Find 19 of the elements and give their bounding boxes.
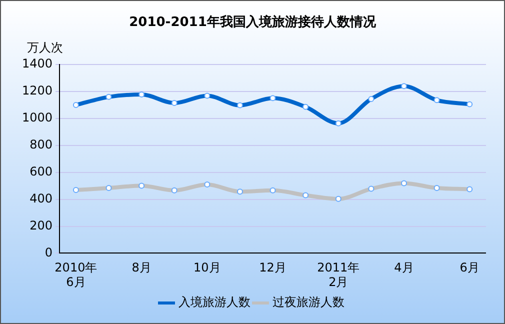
y-tick-label: 400 bbox=[30, 191, 53, 206]
y-tick-label: 800 bbox=[30, 138, 53, 152]
x-tick-label: 8月 bbox=[132, 260, 152, 275]
y-tick-label: 1400 bbox=[22, 56, 53, 71]
y-tick-label: 1000 bbox=[22, 110, 53, 125]
x-tick-label: 2010年 6月 bbox=[54, 260, 98, 289]
legend-label: 过夜旅游人数 bbox=[272, 295, 344, 310]
x-tick-label: 10月 bbox=[194, 260, 221, 275]
x-tick-label: 6月 bbox=[460, 260, 480, 275]
x-tick-label: 2011年 2月 bbox=[317, 260, 360, 289]
y-tick-label: 200 bbox=[30, 218, 53, 232]
legend-label: 入境旅游人数 bbox=[178, 295, 250, 310]
x-tick-label: 4月 bbox=[394, 260, 414, 275]
y-tick-label: 0 bbox=[44, 245, 53, 260]
x-tick-label: 12月 bbox=[259, 260, 286, 275]
y-tick-label: 600 bbox=[30, 164, 53, 178]
y-tick-label: 1200 bbox=[22, 84, 53, 98]
y-axis-title: 万人次 bbox=[27, 40, 63, 55]
chart-title: 2010-2011年我国入境旅游接待人数情况 bbox=[129, 14, 377, 30]
